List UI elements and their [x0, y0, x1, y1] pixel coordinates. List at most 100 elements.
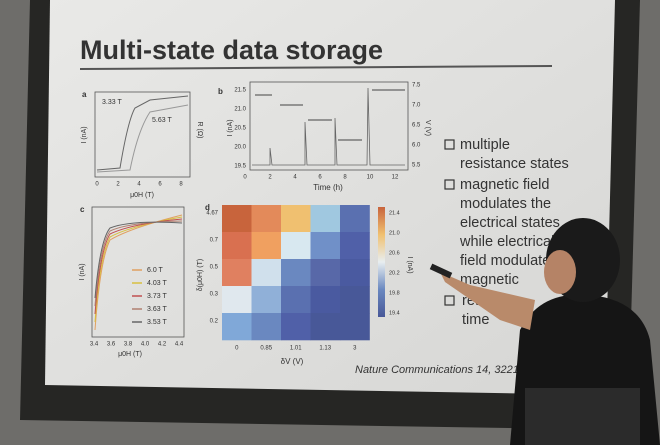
tick-label: 20.0 — [234, 145, 246, 151]
tick-label: 6.0 — [412, 143, 421, 149]
axis-label: I (nA) — [79, 263, 86, 280]
axes-frame — [249, 81, 409, 171]
heatmap-cell — [340, 286, 370, 314]
bullet-box — [444, 179, 455, 190]
heatmap-cell — [222, 259, 252, 287]
axis-label: R (Ω) — [196, 122, 203, 139]
legend-label: 3.63 T — [147, 306, 167, 313]
heatmap-cell — [340, 232, 370, 260]
tick-label: 4 — [137, 182, 141, 188]
tick-label: 20.2 — [389, 270, 400, 276]
curve — [96, 95, 189, 171]
tick-label: 4.0 — [141, 342, 150, 348]
legend-label: 4.03 T — [147, 280, 167, 287]
heatmap-cell — [281, 205, 311, 233]
heatmap-cell — [340, 205, 370, 233]
heatmap-cell — [281, 313, 311, 341]
heatmap-cell — [251, 232, 282, 260]
label: d — [205, 203, 210, 212]
heatmap-cell — [340, 259, 370, 287]
tick-label: 0.3 — [210, 292, 219, 298]
tick-label: 7.5 — [412, 83, 421, 89]
heatmap-cell — [222, 232, 252, 260]
heatmap-cell — [251, 286, 282, 314]
axes-frame — [94, 91, 191, 178]
bullet-line: resistance states — [460, 156, 569, 172]
tick-label: 3 — [353, 346, 357, 352]
heatmap-cell — [251, 205, 282, 233]
bullet-line: modulates the — [460, 196, 551, 212]
tick-label: 7.0 — [412, 103, 421, 109]
tick-label: 6.5 — [412, 123, 421, 129]
bullet-line: multiple — [460, 137, 510, 153]
tick-label: 0 — [95, 182, 99, 188]
bullet-line: field modulates — [460, 253, 558, 269]
legend-label: 3.53 T — [147, 319, 167, 326]
tick-label: 0.5 — [210, 265, 219, 271]
tick-label: 4.4 — [175, 342, 184, 348]
label: a — [82, 90, 87, 99]
heatmap-cell — [222, 205, 252, 233]
heatmap-cell — [281, 286, 311, 314]
tick-label: 21.0 — [389, 230, 400, 236]
bullet-box — [444, 139, 455, 150]
axis-label: δV (V) — [281, 357, 304, 366]
axes-frame — [91, 206, 185, 338]
legend-label: 3.73 T — [147, 293, 167, 300]
curve — [252, 87, 405, 166]
tick-label: 0 — [235, 346, 239, 352]
presenter — [429, 218, 660, 445]
tick-label: 2 — [116, 182, 120, 188]
citation: Nature Communications 14, 3221 (2023 — [355, 364, 551, 376]
tick-label: 19.8 — [389, 290, 400, 296]
tick-label: 3.4 — [90, 342, 99, 348]
tick-label: 21.0 — [234, 107, 246, 113]
heatmap-cell — [310, 232, 341, 260]
curve — [94, 221, 183, 299]
tick-label: 6 — [158, 182, 162, 188]
tick-label: 4.2 — [158, 342, 167, 348]
tick-label: 4.67 — [206, 211, 218, 217]
tick-label: 4 — [293, 175, 297, 181]
axis-label: I (nA) — [406, 256, 413, 273]
heatmap-cell — [251, 259, 282, 287]
title-rule — [79, 65, 553, 70]
tick-label: 3.8 — [124, 342, 133, 348]
tick-label: 0.2 — [210, 319, 219, 325]
heatmap-cell — [281, 232, 311, 260]
bullet-text: multiple resistance states — [460, 137, 569, 172]
tick-label: 1.01 — [290, 346, 302, 352]
tick-label: 8 — [343, 175, 347, 181]
tick-label: 0 — [243, 175, 247, 181]
legend-label: 6.0 T — [147, 267, 164, 274]
bullet-text: magnetic field modulates the electrical st… — [459, 177, 560, 288]
axis-label: V (V) — [424, 120, 431, 136]
tick-label: 0.85 — [260, 346, 272, 352]
tick-label: 0.7 — [210, 238, 219, 244]
heatmap-cell — [281, 259, 311, 287]
bullet-line: while electrical — [459, 234, 554, 250]
axis-label: μ0H (T) — [118, 351, 142, 358]
bullet-line: time — [462, 312, 489, 328]
label: b — [218, 87, 223, 96]
tick-label: 19.5 — [234, 164, 246, 170]
tick-label: 1.13 — [319, 346, 331, 352]
curve — [255, 89, 405, 141]
tick-label: 12 — [392, 175, 399, 181]
axis-label: δ(μ0H) (T) — [197, 259, 204, 291]
tick-label: 21.5 — [234, 88, 246, 94]
axis-label: Time (h) — [313, 183, 343, 192]
heatmap-cell — [251, 313, 282, 341]
heatmap-cell — [310, 286, 341, 314]
axis-label: I (nA) — [227, 119, 234, 136]
heatmap-cell — [310, 313, 341, 341]
axis-label: μ0H (T) — [130, 192, 154, 199]
bullet-line: electrical states — [460, 215, 560, 231]
slide-title: Multi-state data storage — [80, 35, 383, 65]
axis-label: I (nA) — [81, 126, 88, 143]
heatmap-cell — [222, 313, 252, 341]
heatmap-cell — [340, 313, 370, 341]
curve — [96, 104, 189, 173]
colorbar — [378, 207, 385, 317]
